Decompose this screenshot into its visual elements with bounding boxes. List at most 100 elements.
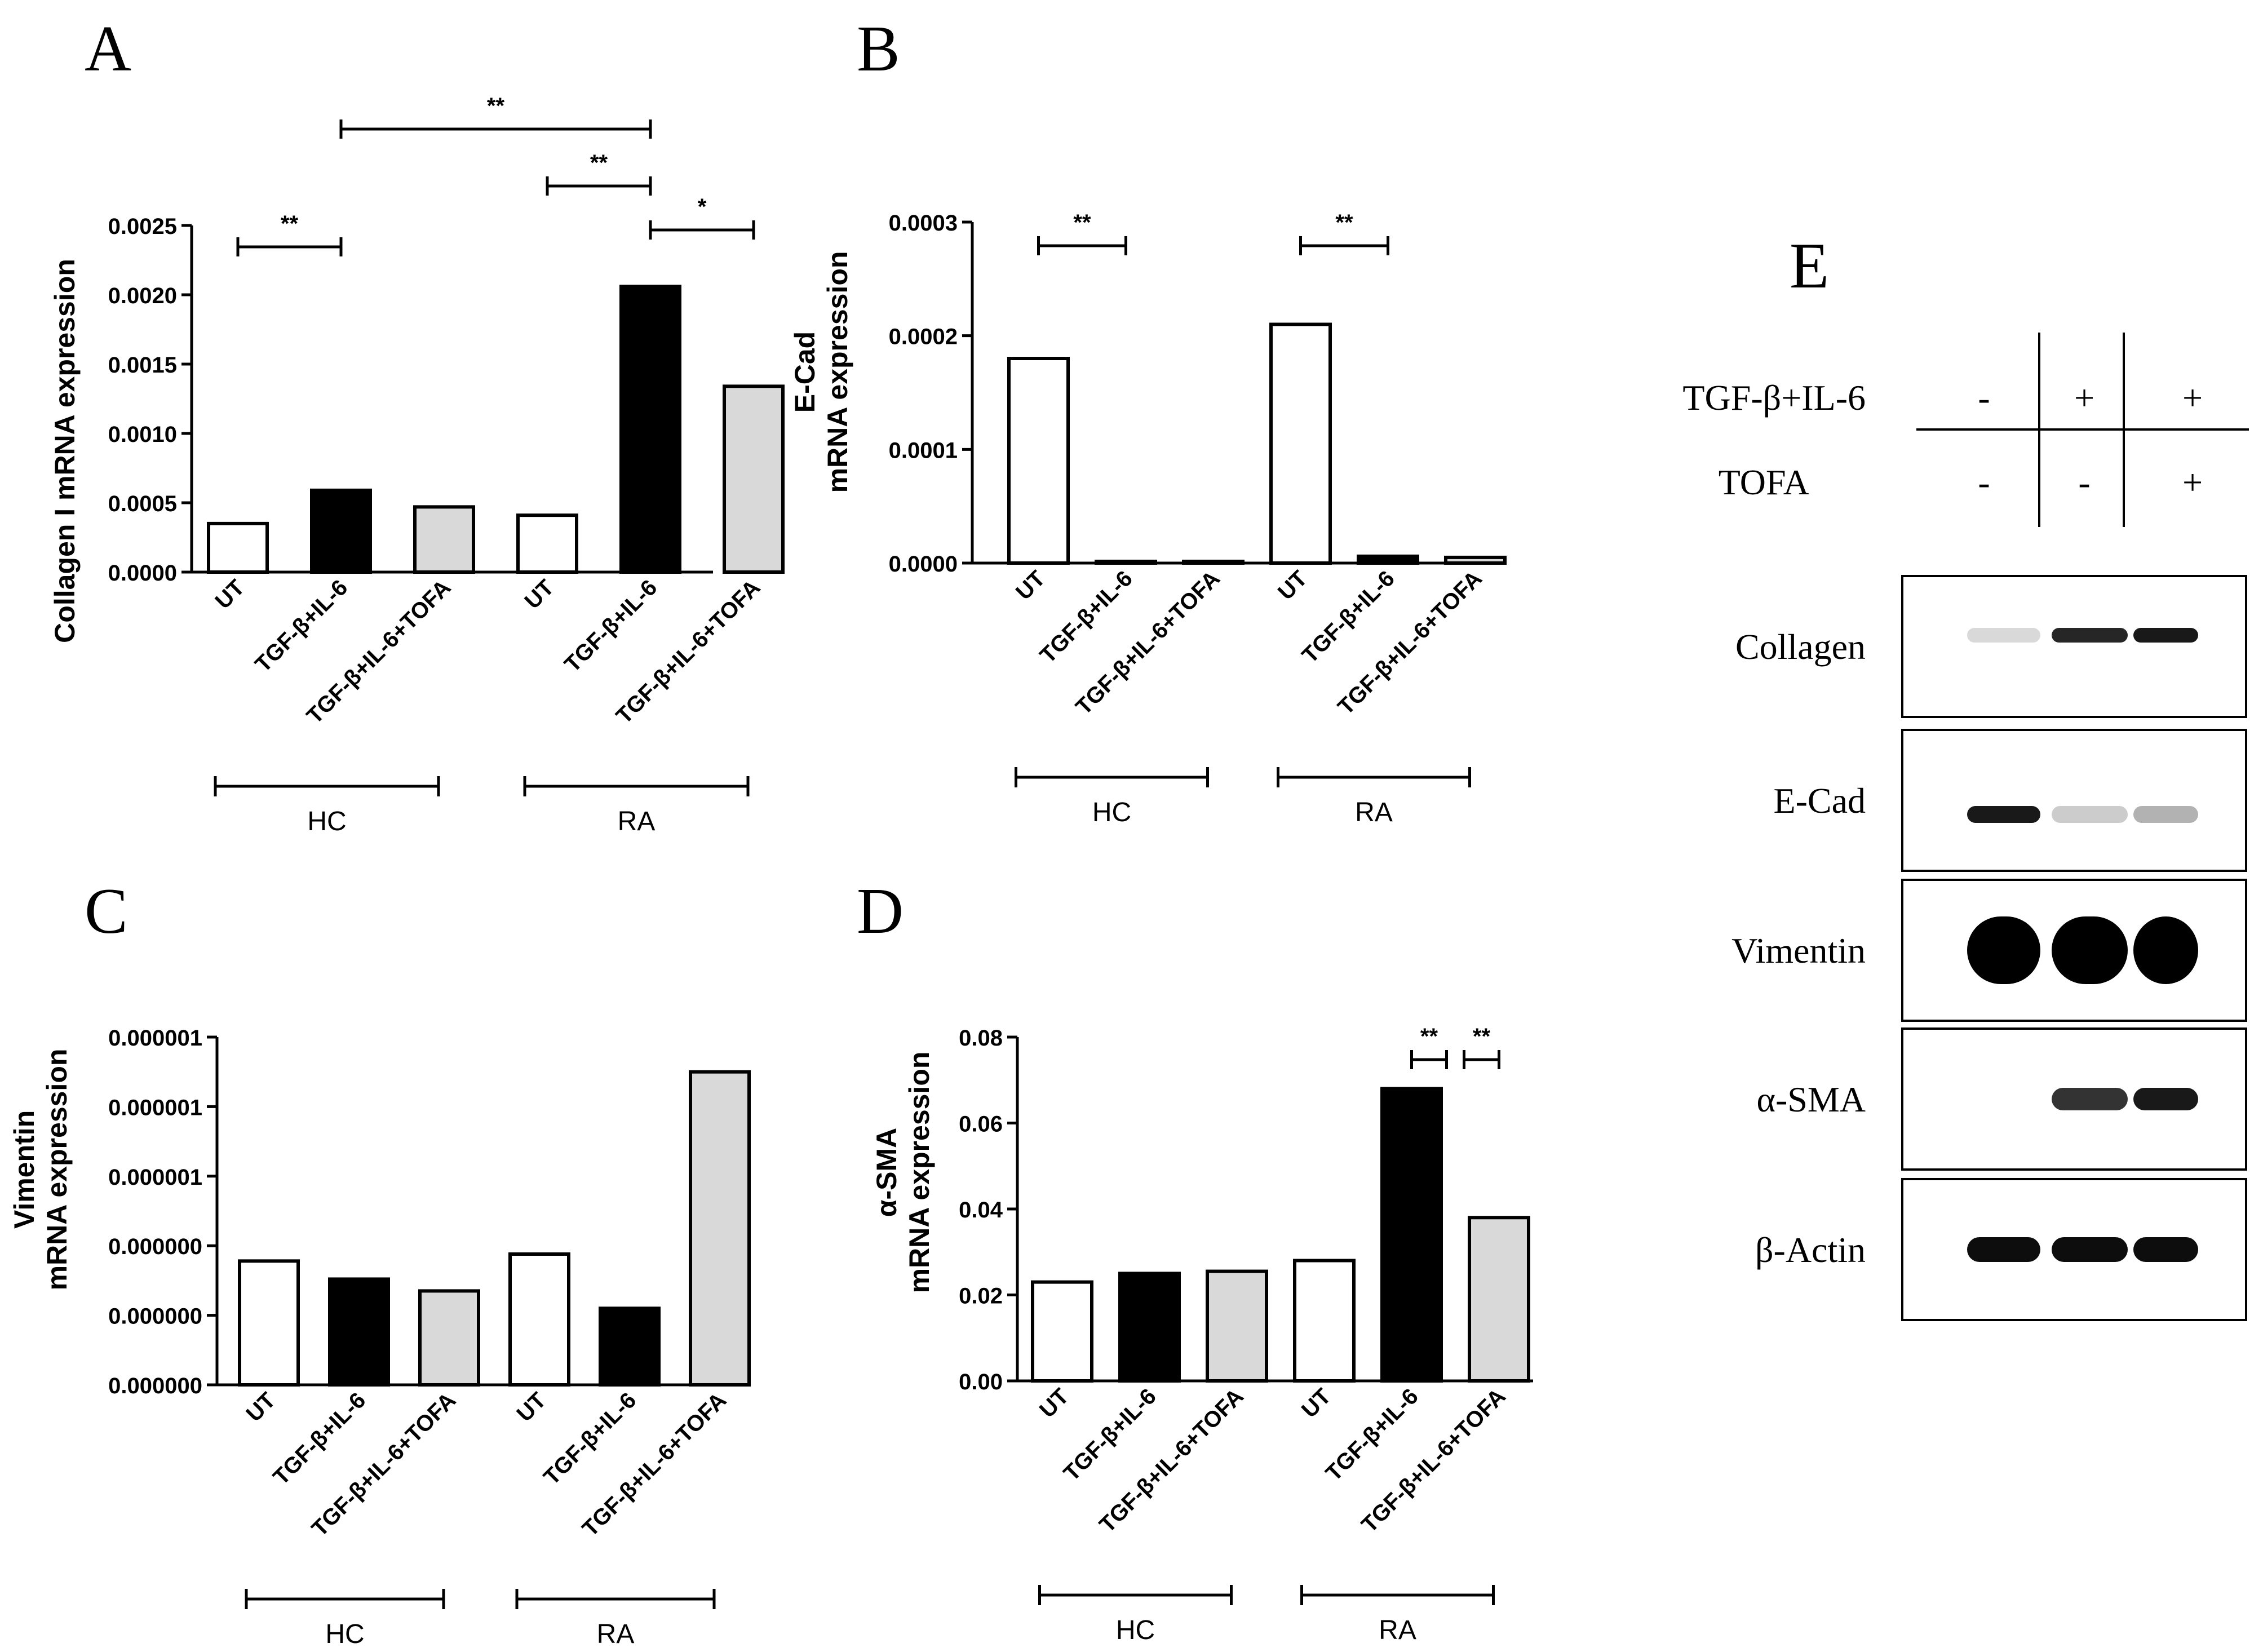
significance-stars: ** [1420,1024,1438,1049]
y-axis-label: α-SMA [871,1128,902,1217]
lane-sign: + [2182,462,2203,502]
bar [1007,357,1070,565]
significance-stars: ** [487,94,505,118]
panel-letter: A [85,13,131,85]
y-tick-label: 0.0003 [889,211,958,236]
bar [723,384,785,574]
group-label: HC [1092,798,1131,827]
lane-sign: - [1978,378,1990,418]
protein-band [1967,916,2040,984]
lane-sign: - [1978,462,1990,502]
group-label: RA [1379,1615,1416,1645]
protein-band [2052,1237,2128,1262]
blot-row-label: E-Cad [1774,781,1866,821]
group-label: HC [325,1619,364,1649]
lane-sign: - [2078,462,2090,502]
y-tick-label: 0.00 [959,1370,1003,1394]
y-tick-label: 0.000000 [108,1304,202,1329]
bar [1095,559,1157,565]
y-axis-label: Vimentin [8,1110,40,1229]
group-label: HC [307,807,346,836]
treatment-label: TGF-β+IL-6 [1682,378,1866,418]
y-tick-label: 0.0001 [889,438,958,463]
bar [418,1289,480,1387]
protein-band [2052,628,2128,643]
bar [207,521,269,574]
significance-stars: ** [281,211,299,236]
panel-letter: E [1790,230,1829,302]
bar [328,1277,390,1387]
significance-stars: ** [1073,210,1091,235]
bar [413,505,475,574]
y-tick-label: 0.0025 [108,214,177,239]
protein-band [1967,806,2040,823]
y-tick-label: 0.0015 [108,353,177,378]
protein-band [2052,916,2128,984]
panel-letter: C [85,875,128,947]
protein-band [2133,628,2198,643]
y-axis-label: mRNA expression [822,251,853,493]
bar [1269,322,1332,565]
y-axis-label: Collagen I mRNA expression [49,259,81,643]
y-tick-label: 0.0010 [108,422,177,447]
y-axis-label: E-Cad [789,331,821,413]
y-tick-label: 0.0000 [889,552,958,577]
blot-box [1901,575,2247,718]
bar [1182,559,1245,565]
treatment-label: TOFA [1719,462,1809,502]
y-axis-label: mRNA expression [904,1052,935,1294]
protein-band [1967,1237,2040,1262]
y-tick-label: 0.000001 [108,1165,202,1190]
group-label: HC [1116,1615,1155,1645]
panel-letter: D [857,875,904,947]
y-tick-label: 0.0000 [108,561,177,586]
protein-band [2133,1237,2198,1262]
bar [516,513,578,574]
group-label: RA [1355,798,1393,827]
protein-band [1967,628,2040,643]
y-tick-label: 0.0002 [889,325,958,349]
protein-band [2133,806,2198,823]
blot-row-label: Vimentin [1731,931,1866,971]
y-tick-label: 0.08 [959,1026,1003,1051]
bar [238,1259,300,1387]
y-tick-label: 0.02 [959,1284,1003,1309]
blot-row-label: β-Actin [1755,1230,1866,1270]
bar [619,285,681,574]
y-tick-label: 0.000000 [108,1234,202,1259]
y-tick-label: 0.0020 [108,284,177,308]
blot-row-label: Collagen [1735,627,1866,667]
bar [1444,555,1507,565]
significance-stars: ** [590,150,608,175]
blot-box [1901,729,2247,872]
western-blot-panel: E TGF-β+IL-6 - + + TOFA - - + Collagen E-Cad Viment… [1682,230,2249,1321]
bar [1357,554,1419,565]
bar [1031,1280,1093,1383]
protein-band [2052,806,2128,823]
y-tick-label: 0.000001 [108,1095,202,1120]
panel-letter: B [857,13,900,85]
significance-stars: ** [1473,1024,1491,1049]
group-label: RA [597,1619,635,1649]
y-tick-label: 0.000000 [108,1374,202,1398]
y-tick-label: 0.06 [959,1112,1003,1137]
bar [1468,1216,1530,1383]
bar [1380,1087,1443,1383]
significance-stars: * [698,194,707,219]
bar [689,1070,751,1387]
y-tick-label: 0.000001 [108,1026,202,1051]
bar [1118,1272,1181,1383]
protein-band [2133,1088,2198,1110]
y-tick-label: 0.04 [959,1198,1003,1223]
bar [599,1306,661,1387]
bar [1293,1259,1356,1383]
y-tick-label: 0.0005 [108,491,177,516]
lane-sign: + [2074,378,2094,418]
bar [1206,1269,1268,1383]
y-axis-label: mRNA expression [41,1049,73,1291]
protein-band [2052,1088,2128,1110]
blot-row-label: α-SMA [1756,1079,1866,1119]
significance-stars: ** [1335,210,1353,235]
lane-sign: + [2182,378,2203,418]
